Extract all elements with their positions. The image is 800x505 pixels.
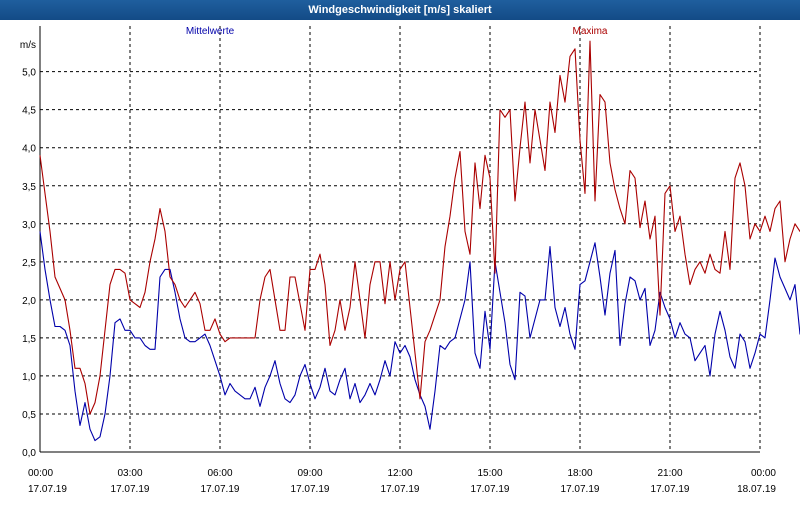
x-tick-date-label: 18.07.19 [737,484,776,495]
x-tick-date-label: 17.07.19 [651,484,690,495]
y-tick-label: 2,0 [22,296,36,307]
x-tick-time-label: 12:00 [387,468,412,479]
x-tick-date-label: 17.07.19 [111,484,150,495]
series [39,40,800,442]
grid [39,26,761,453]
x-tick-date-label: 17.07.19 [291,484,330,495]
x-tick-time-label: 00:00 [751,468,776,479]
y-tick-label: 0,5 [22,410,36,421]
y-tick-label: 0,0 [22,448,36,459]
y-tick-label: 4,5 [22,106,36,117]
y-tick-label: 3,5 [22,182,36,193]
y-axis-label: m/s [20,40,36,51]
x-tick-time-label: 15:00 [477,468,502,479]
x-tick-date-label: 17.07.19 [28,484,67,495]
x-tick-time-label: 06:00 [207,468,232,479]
y-tick-label: 1,5 [22,334,36,345]
chart-area: 0,0 0,5 1,0 1,5 2,0 2,5 3,0 3,5 4,0 4,5 5,0 m/s 00:0… [0,20,800,500]
x-tick-time-label: 18:00 [567,468,592,479]
legend: Mittelwerte Maxima [186,26,608,37]
x-tick-date-label: 17.07.19 [471,484,510,495]
window-title: Windgeschwindigkeit [m/s] skaliert [0,0,800,20]
wind-speed-chart: 0,0 0,5 1,0 1,5 2,0 2,5 3,0 3,5 4,0 4,5 5,0 m/s 00:0… [20,26,800,495]
x-tick-time-label: 21:00 [657,468,682,479]
x-tick-date-label: 17.07.19 [201,484,240,495]
y-tick-label: 4,0 [22,144,36,155]
x-tick-time-label: 09:00 [297,468,322,479]
series-line-mittelwerte [39,231,800,442]
x-tick-time-label: 03:00 [117,468,142,479]
y-tick-label: 3,0 [22,220,36,231]
legend-mittelwerte: Mittelwerte [186,26,235,37]
x-tick-time-label: 00:00 [28,468,53,479]
y-tick-label: 1,0 [22,372,36,383]
legend-maxima: Maxima [572,26,607,37]
x-tick-date-label: 17.07.19 [381,484,420,495]
axes: 0,0 0,5 1,0 1,5 2,0 2,5 3,0 3,5 4,0 4,5 5,0 m/s 00:0… [20,26,776,495]
y-tick-label: 2,5 [22,258,36,269]
y-tick-label: 5,0 [22,68,36,79]
series-line-maxima [39,40,800,415]
x-tick-date-label: 17.07.19 [561,484,600,495]
